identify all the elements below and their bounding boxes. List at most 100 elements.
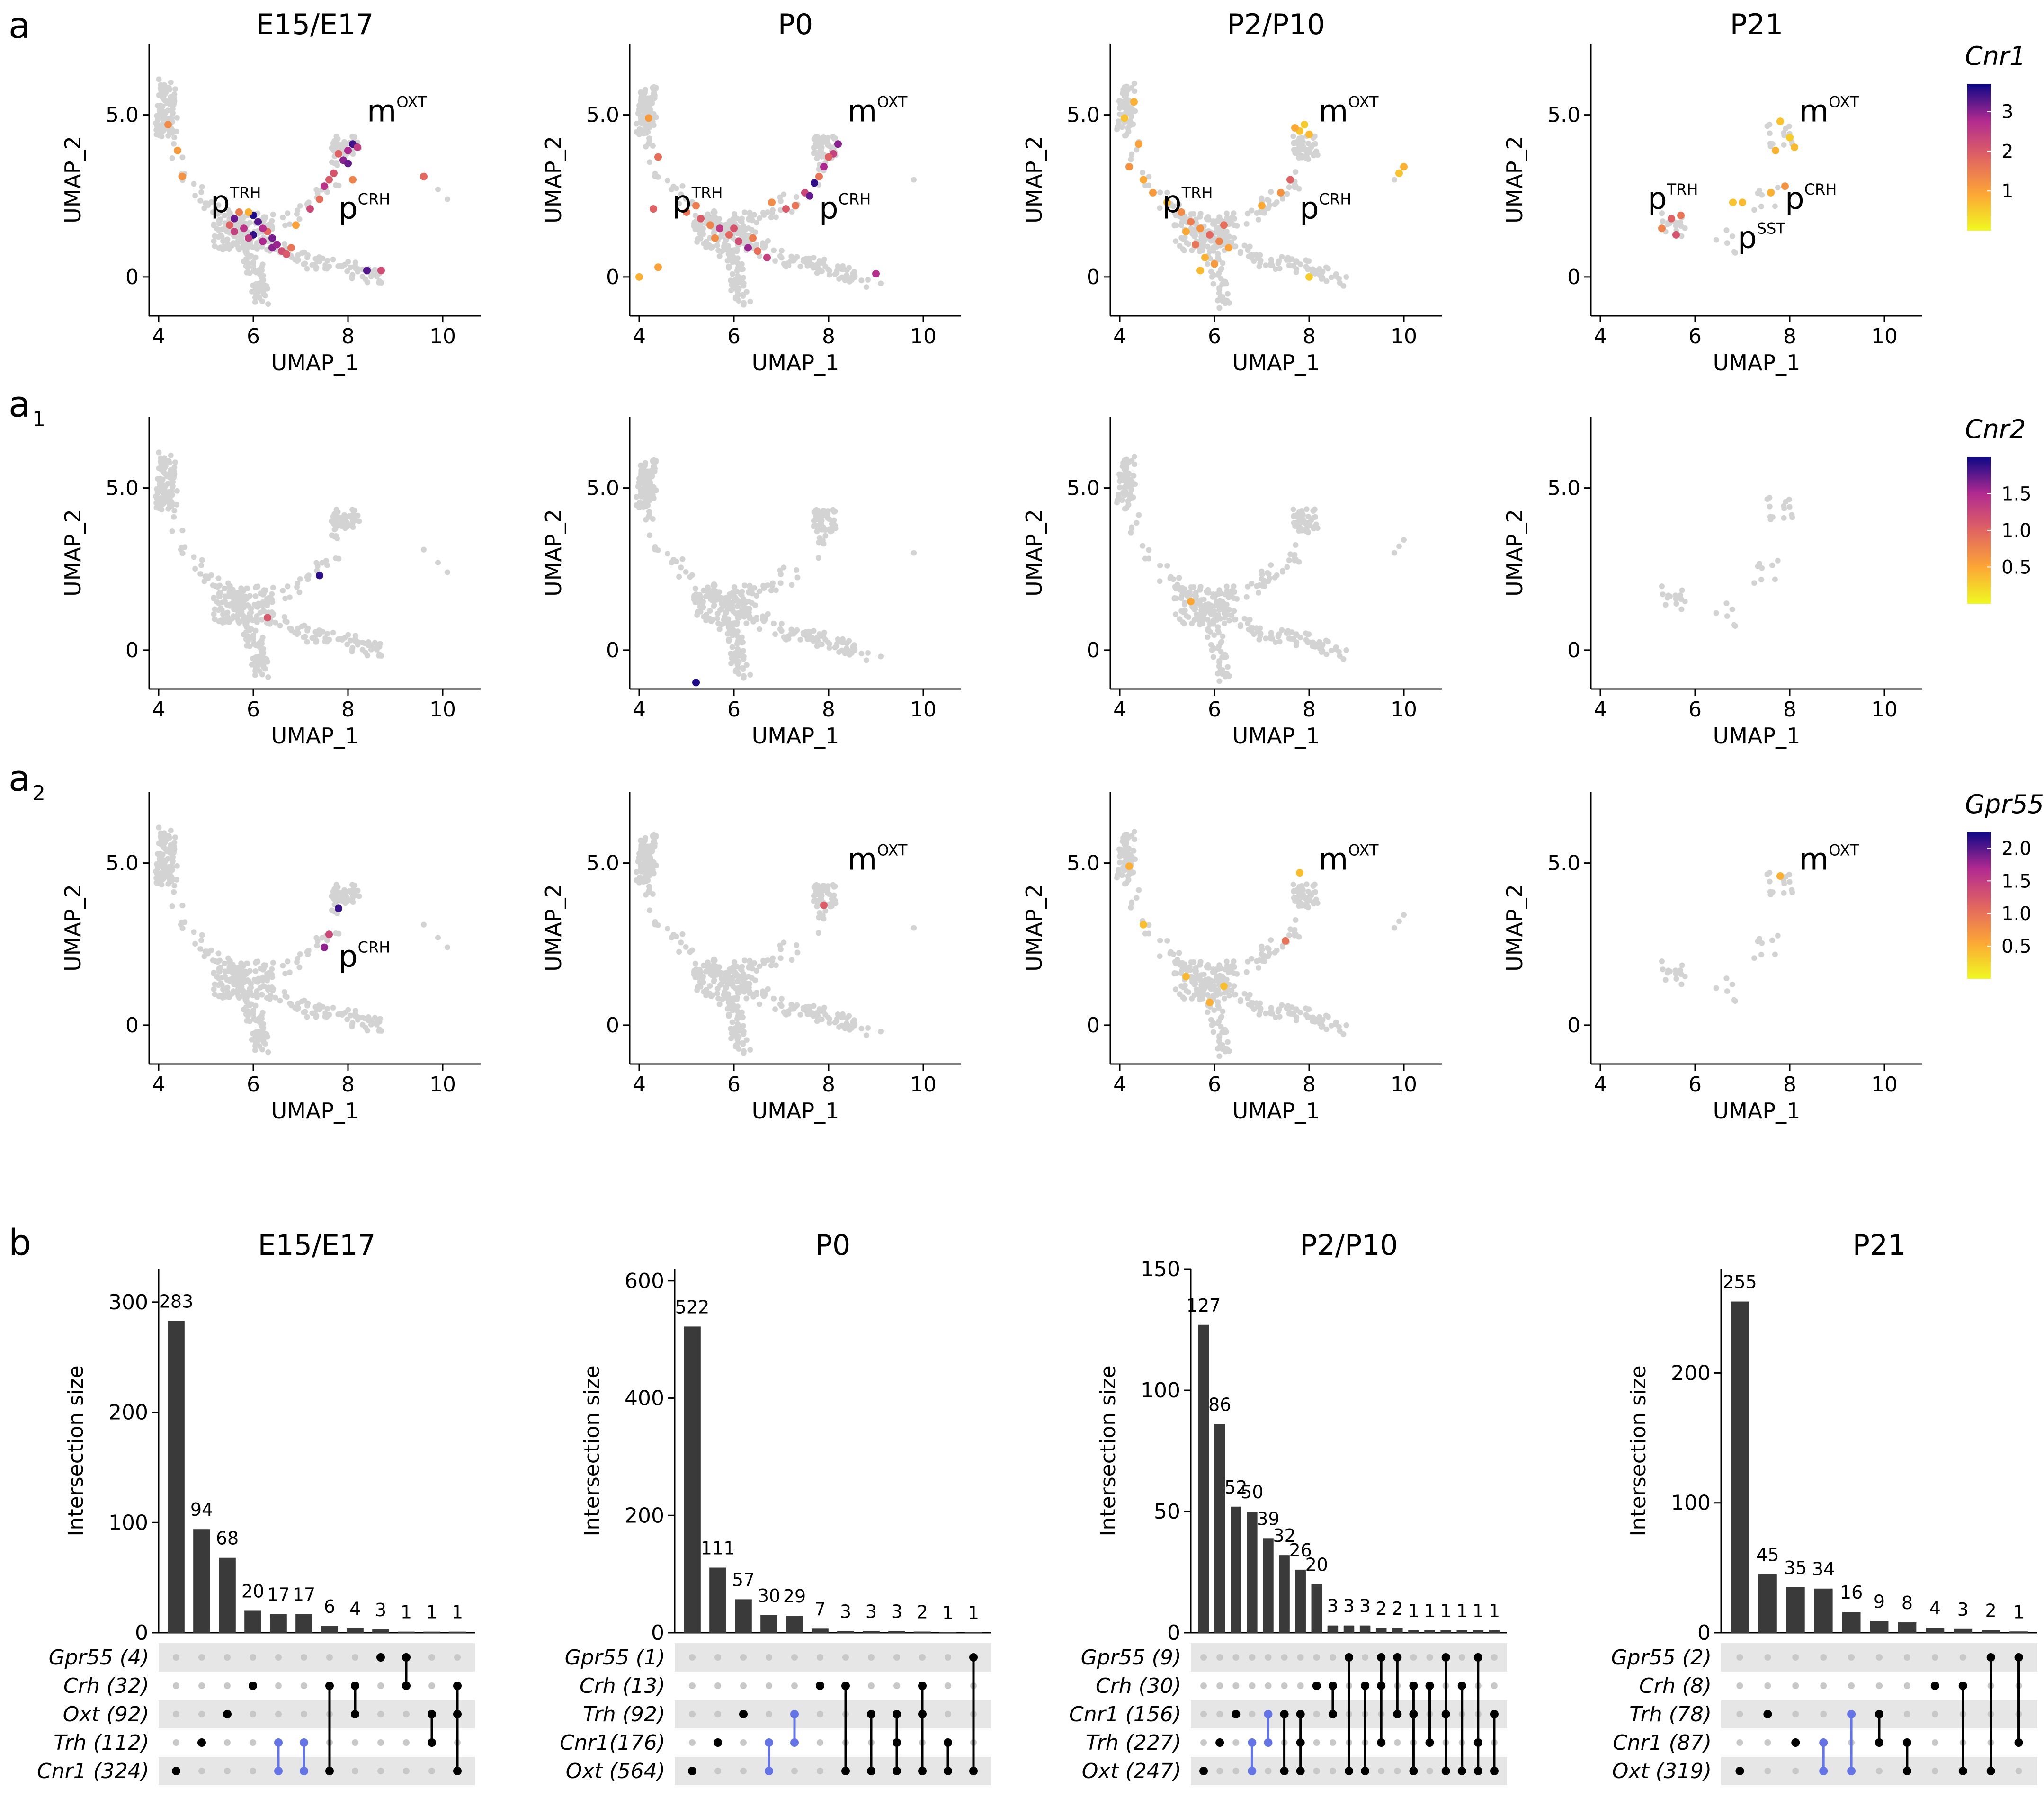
background-cell [1325, 639, 1331, 645]
x-axis-title: UMAP_1 [271, 723, 359, 749]
background-cell [1786, 504, 1793, 510]
background-cell [1316, 1014, 1322, 1020]
background-cell [725, 620, 732, 626]
y-tick-label: 5.0 [1547, 476, 1580, 501]
background-cell [296, 216, 303, 222]
background-cell [296, 589, 303, 595]
background-cell [259, 267, 265, 273]
background-cell [167, 101, 173, 107]
background-cell [337, 636, 343, 642]
background-cell [376, 653, 382, 659]
background-cell [1177, 991, 1183, 997]
background-cell [172, 459, 178, 465]
background-cell [294, 1006, 300, 1012]
y-axis-title: UMAP_2 [1502, 136, 1527, 224]
background-cell [253, 583, 259, 590]
background-cell [649, 849, 655, 855]
background-cell [165, 867, 171, 873]
background-cell [761, 585, 767, 591]
background-cell [166, 877, 172, 883]
expressing-cell [1135, 140, 1142, 148]
background-cell [1280, 568, 1286, 574]
colorbar-tick-label: 1.0 [2001, 903, 2032, 925]
background-cell [1216, 660, 1223, 665]
cluster-label-p-crh: pCRH [1785, 180, 1837, 216]
background-cell [1170, 576, 1177, 582]
background-cell [708, 618, 714, 624]
background-cell [165, 85, 171, 91]
background-cell [1205, 626, 1211, 632]
background-cell [331, 520, 338, 527]
background-cell [161, 82, 167, 88]
background-cell [638, 501, 644, 507]
background-cell [1758, 952, 1764, 957]
x-tick-label: 4 [152, 324, 165, 349]
background-cell [826, 272, 832, 278]
background-cell [1723, 975, 1730, 982]
background-cell [1134, 895, 1140, 901]
intersection-bar [786, 1616, 803, 1633]
background-cell [1291, 888, 1297, 894]
background-cell [703, 617, 709, 624]
background-cell [1767, 122, 1773, 127]
background-cell [1665, 592, 1671, 599]
background-cell [1222, 280, 1228, 286]
background-cell [1678, 981, 1685, 987]
expressing-cell [683, 208, 690, 216]
background-cell [198, 189, 205, 195]
cluster-label-p-crh: pCRH [819, 190, 871, 226]
background-cell [827, 903, 833, 910]
background-cell [1325, 1014, 1331, 1020]
background-cell [1181, 248, 1187, 253]
background-cell [153, 880, 160, 886]
background-cell [171, 883, 178, 889]
background-cell [832, 508, 838, 514]
background-cell [687, 201, 693, 207]
background-cell [222, 973, 228, 979]
background-cell [794, 1002, 800, 1008]
background-cell [1272, 574, 1278, 581]
background-cell [692, 585, 698, 591]
background-cell [259, 298, 265, 304]
background-cell [725, 247, 732, 252]
matrix-dot-inactive [250, 1768, 256, 1774]
background-cell [1268, 630, 1274, 636]
expressing-cell [1196, 224, 1204, 233]
expressing-cell [1772, 146, 1779, 154]
background-cell [161, 842, 167, 848]
expressing-cell [754, 247, 761, 255]
background-cell [1232, 617, 1238, 623]
background-cell [252, 1034, 259, 1040]
x-tick-label: 8 [341, 698, 355, 722]
background-cell [679, 556, 686, 562]
background-cell [220, 986, 226, 993]
background-cell [1786, 879, 1793, 885]
background-cell [1337, 1028, 1343, 1034]
background-cell [1116, 119, 1122, 125]
background-cell [1677, 219, 1683, 225]
background-cell [262, 283, 268, 289]
background-cell [1222, 995, 1227, 1002]
background-cell [199, 184, 205, 190]
background-cell [794, 949, 801, 956]
background-cell [1662, 602, 1669, 608]
background-cell [1294, 1014, 1300, 1020]
background-cell [211, 611, 217, 617]
background-cell [1319, 1024, 1325, 1030]
background-cell [705, 211, 711, 217]
background-cell [1173, 986, 1179, 993]
background-cell [814, 528, 820, 535]
background-cell [765, 238, 771, 244]
background-cell [211, 596, 217, 601]
background-cell [296, 964, 303, 970]
background-cell [772, 631, 778, 637]
background-cell [1265, 570, 1270, 576]
background-cell [730, 259, 735, 265]
panel-label-a1-sub: 1 [32, 407, 45, 431]
background-cell [858, 277, 865, 284]
background-cell [349, 275, 355, 281]
background-cell [1164, 938, 1170, 944]
background-cell [254, 246, 260, 252]
background-cell [341, 887, 348, 893]
